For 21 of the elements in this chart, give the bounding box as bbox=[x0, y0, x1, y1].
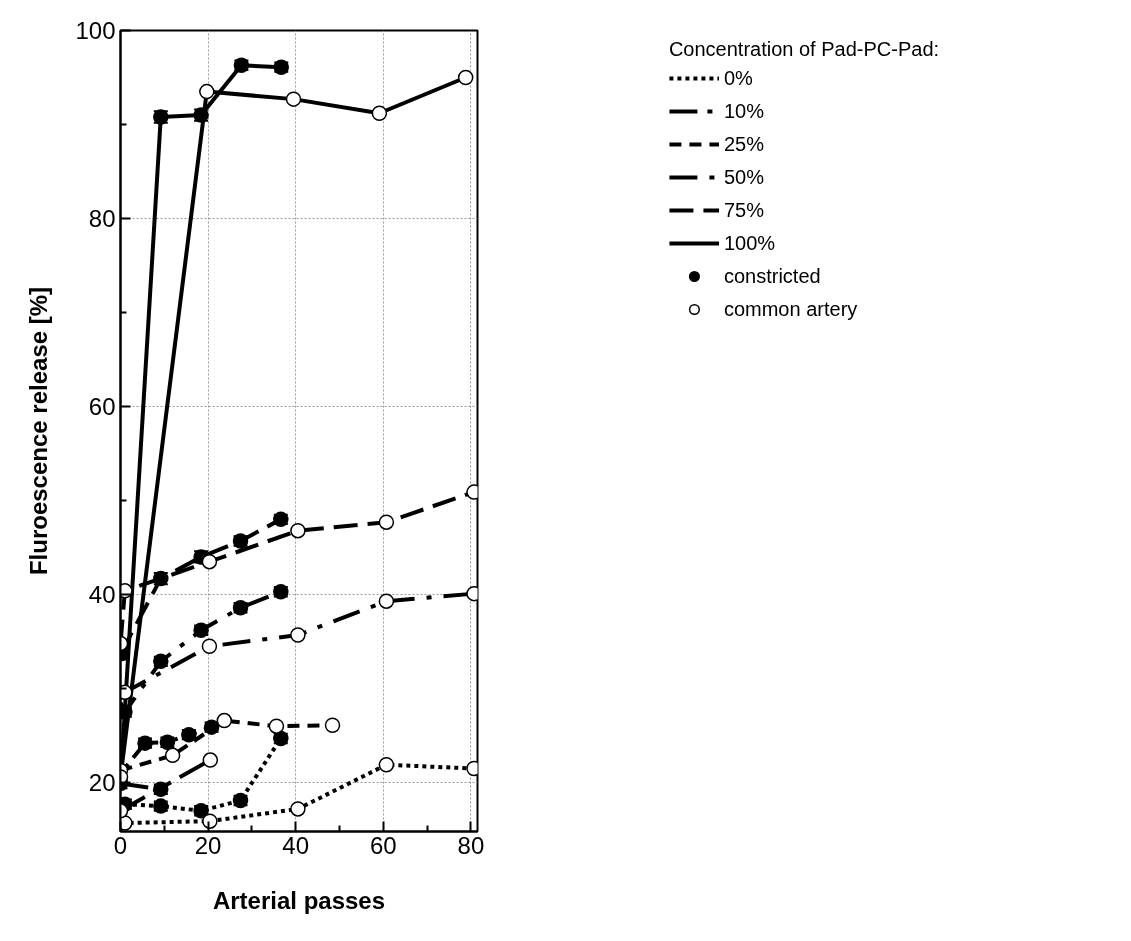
y-tick-label: 100 bbox=[75, 17, 116, 44]
y-tick-label: 80 bbox=[88, 205, 116, 233]
legend-label: 75% bbox=[723, 198, 764, 222]
x-tick-label: 80 bbox=[457, 831, 485, 859]
x-tick-label: 0 bbox=[113, 831, 128, 859]
legend-label: common artery bbox=[723, 297, 858, 321]
x-tick-label: 20 bbox=[194, 831, 222, 859]
legend-label: 50% bbox=[723, 165, 764, 189]
legend-label: 25% bbox=[723, 132, 764, 156]
y-tick-label: 60 bbox=[88, 393, 116, 421]
y-axis-title: Fluroescence release [%] bbox=[25, 286, 53, 576]
x-axis-title: Arterial passes bbox=[212, 886, 386, 914]
x-tick-label: 60 bbox=[369, 831, 397, 859]
legend-label: 100% bbox=[723, 231, 776, 255]
y-tick-label: 20 bbox=[88, 769, 116, 797]
legend-label: 10% bbox=[723, 99, 764, 123]
x-tick-label: 40 bbox=[282, 831, 310, 859]
legend-label: 0% bbox=[723, 66, 753, 90]
legend-label: constricted bbox=[723, 264, 821, 288]
legend-title: Concentration of Pad-PC-Pad: bbox=[668, 38, 940, 61]
y-tick-label: 40 bbox=[88, 581, 116, 609]
